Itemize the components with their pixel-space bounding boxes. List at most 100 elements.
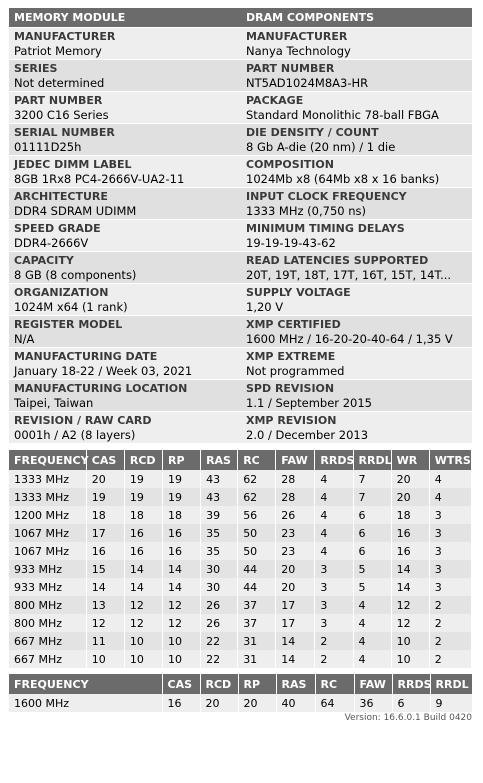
table-cell: 2 xyxy=(429,632,473,650)
field-label: ORGANIZATION xyxy=(14,286,109,299)
column-header-ras: RAS xyxy=(200,450,239,470)
table-cell: 3 xyxy=(429,560,473,578)
table-cell: 10 xyxy=(124,650,163,668)
table-row: 1333 MHz 19 19 19 43 62 28 4 7 20 4 xyxy=(9,488,473,506)
table-cell: 20 xyxy=(391,488,430,506)
column-header-rc: RC xyxy=(315,674,355,694)
table-cell: 20 xyxy=(391,470,430,488)
module-revision-raw-card-row: REVISION / RAW CARD 0001h / A2 (8 layers) xyxy=(9,412,241,444)
table-cell: 40 xyxy=(276,694,316,712)
table-cell: 3 xyxy=(429,542,473,560)
table-row: 667 MHz 11 10 10 22 31 14 2 4 10 2 xyxy=(9,632,473,650)
field-value: 1024M x64 (1 rank) xyxy=(14,300,128,314)
table-cell: 14 xyxy=(391,578,430,596)
column-header-rrds: RRDS xyxy=(392,674,432,694)
table-cell: 4 xyxy=(314,488,354,506)
dram-composition-row: COMPOSITION 1024Mb x8 (64Mb x8 x 16 banks… xyxy=(241,156,472,188)
table-cell: 13 xyxy=(86,596,125,614)
field-label: XMP EXTREME xyxy=(246,350,336,363)
field-label: READ LATENCIES SUPPORTED xyxy=(246,254,429,267)
column-header-rc: RC xyxy=(237,450,277,470)
field-value: 8 GB (8 components) xyxy=(14,268,137,282)
table-cell: 50 xyxy=(237,542,277,560)
field-label: MANUFACTURER xyxy=(246,30,348,43)
dram-manufacturer-row: MANUFACTURER Nanya Technology xyxy=(241,28,472,60)
table-cell: 4 xyxy=(314,470,354,488)
dram-input-clock-frequency-row: INPUT CLOCK FREQUENCY 1333 MHz (0,750 ns) xyxy=(241,188,472,220)
field-label: PART NUMBER xyxy=(14,94,103,107)
table-cell: 10 xyxy=(391,632,430,650)
table-cell: 35 xyxy=(200,542,239,560)
dram-supply-voltage-row: SUPPLY VOLTAGE 1,20 V xyxy=(241,284,472,316)
field-value: N/A xyxy=(14,332,35,346)
table-cell: 15 xyxy=(86,560,125,578)
table-cell: 12 xyxy=(162,614,202,632)
table-cell: 14 xyxy=(162,578,202,596)
module-manufacturing-date-row: MANUFACTURING DATE January 18-22 / Week 0… xyxy=(9,348,241,380)
table-cell: 19 xyxy=(162,488,202,506)
table-cell: 31 xyxy=(237,632,277,650)
xmp-profile-table: FREQUENCY CAS RCD RP RAS RC FAW RRDS RRDL 1600 M… xyxy=(9,674,473,712)
field-value: Nanya Technology xyxy=(246,44,351,58)
table-cell: 4 xyxy=(353,632,392,650)
table-cell: 10 xyxy=(391,650,430,668)
table-cell: 3 xyxy=(429,578,473,596)
module-capacity-row: CAPACITY 8 GB (8 components) xyxy=(9,252,241,284)
table-cell: 23 xyxy=(275,524,316,542)
table-cell: 2 xyxy=(429,650,473,668)
table-cell: 19 xyxy=(86,488,125,506)
table-cell: 12 xyxy=(86,614,125,632)
table-cell: 16 xyxy=(86,542,125,560)
table-cell: 17 xyxy=(86,524,125,542)
module-architecture-row: ARCHITECTURE DDR4 SDRAM UDIMM xyxy=(9,188,241,220)
field-label: SPEED GRADE xyxy=(14,222,101,235)
field-value: 1,20 V xyxy=(246,300,284,314)
table-cell: 62 xyxy=(237,470,277,488)
table-cell: 28 xyxy=(275,488,316,506)
module-manufacturer-row: MANUFACTURER Patriot Memory xyxy=(9,28,241,60)
table-cell: 1333 MHz xyxy=(9,488,87,506)
table-row: 1067 MHz 16 16 16 35 50 23 4 6 16 3 xyxy=(9,542,473,560)
table-cell: 6 xyxy=(353,542,392,560)
field-label: ARCHITECTURE xyxy=(14,190,108,203)
table-cell: 18 xyxy=(124,506,163,524)
field-value: Standard Monolithic 78-ball FBGA xyxy=(246,108,439,122)
column-header-rp: RP xyxy=(238,674,277,694)
field-label: SERIAL NUMBER xyxy=(14,126,115,139)
table-cell: 16 xyxy=(391,524,430,542)
table-cell: 3 xyxy=(314,614,354,632)
field-value: 1.1 / September 2015 xyxy=(246,396,372,410)
dram-components-panel: DRAM COMPONENTS MANUFACTURER Nanya Techno… xyxy=(241,8,472,444)
field-label: MINIMUM TIMING DELAYS xyxy=(246,222,405,235)
table-cell: 14 xyxy=(275,632,316,650)
table-cell: 50 xyxy=(237,524,277,542)
field-value: 0001h / A2 (8 layers) xyxy=(14,428,136,442)
table-cell: 800 MHz xyxy=(9,614,87,632)
field-label: INPUT CLOCK FREQUENCY xyxy=(246,190,407,203)
field-value: Taipei, Taiwan xyxy=(14,396,94,410)
field-label: SUPPLY VOLTAGE xyxy=(246,286,351,299)
module-series-row: SERIES Not determined xyxy=(9,60,241,92)
table-cell: 16 xyxy=(162,524,202,542)
field-value: 3200 C16 Series xyxy=(14,108,109,122)
table-cell: 14 xyxy=(275,650,316,668)
table-cell: 20 xyxy=(200,694,239,712)
table-cell: 14 xyxy=(86,578,125,596)
table-cell: 4 xyxy=(353,650,392,668)
module-serial-number-row: SERIAL NUMBER 01111D25h xyxy=(9,124,241,156)
field-label: MANUFACTURING DATE xyxy=(14,350,158,363)
module-jedec-dimm-label-row: JEDEC DIMM LABEL 8GB 1Rx8 PC4-2666V-UA2-1… xyxy=(9,156,241,188)
module-organization-row: ORGANIZATION 1024M x64 (1 rank) xyxy=(9,284,241,316)
column-header-frequency: FREQUENCY xyxy=(9,450,89,470)
table-row: 1600 MHz 16 20 20 40 64 36 6 9 xyxy=(9,694,473,712)
table-cell: 10 xyxy=(124,632,163,650)
table-cell: 933 MHz xyxy=(9,578,87,596)
column-header-cas: CAS xyxy=(162,674,201,694)
table-cell: 10 xyxy=(162,632,202,650)
field-value: 1600 MHz / 16-20-20-40-64 / 1,35 V xyxy=(246,332,453,346)
table-cell: 17 xyxy=(275,614,316,632)
table-cell: 10 xyxy=(162,650,202,668)
table-cell: 22 xyxy=(200,650,239,668)
table-cell: 4 xyxy=(353,614,392,632)
